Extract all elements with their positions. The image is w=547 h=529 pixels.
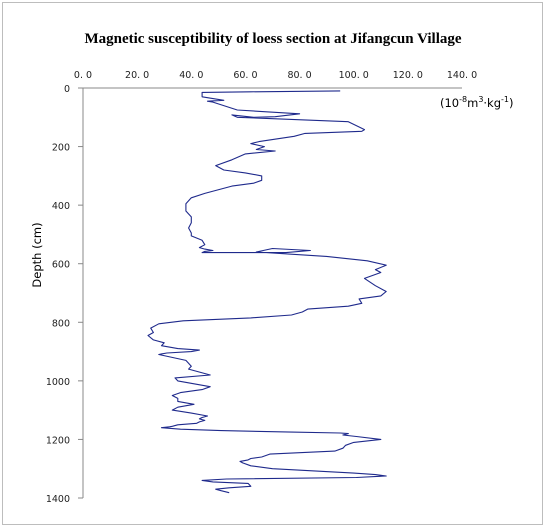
x-tick-label: 120. 0 xyxy=(393,70,423,81)
y-tick-label: 1000 xyxy=(46,377,70,388)
y-tick-label: 0 xyxy=(64,84,70,95)
susceptibility-line xyxy=(147,90,387,494)
x-tick-label: 0. 0 xyxy=(74,70,92,81)
x-tick-label: 80. 0 xyxy=(287,70,311,81)
unit-prefix: (10 xyxy=(440,96,459,110)
unit-label: (10-8m3·kg-1) xyxy=(440,95,514,110)
x-tick-label: 100. 0 xyxy=(339,70,369,81)
y-tick-label: 1400 xyxy=(46,494,70,505)
unit-suffix: ) xyxy=(509,96,514,110)
unit-mid2: ·kg xyxy=(483,96,501,110)
x-tick-label: 40. 0 xyxy=(179,70,203,81)
unit-exp2: 3 xyxy=(478,95,483,104)
y-tick-labels: 0 200 400 600 800 1000 1200 1400 xyxy=(46,84,70,505)
y-axis-title: Depth (cm) xyxy=(30,222,44,287)
unit-exp1: -8 xyxy=(459,95,467,104)
x-tick-labels: 0. 0 20. 0 40. 0 60. 0 80. 0 100. 0 120. 0 140.… xyxy=(74,70,477,81)
y-tick-label: 800 xyxy=(52,318,70,329)
chart-title: Magnetic susceptibility of loess section… xyxy=(84,31,461,47)
y-tick-label: 1200 xyxy=(46,435,70,446)
x-tick-label: 140. 0 xyxy=(447,70,477,81)
y-tick-label: 200 xyxy=(52,143,70,154)
y-tick-marks xyxy=(78,87,83,499)
x-tick-label: 60. 0 xyxy=(233,70,257,81)
y-tick-label: 600 xyxy=(52,260,70,271)
chart-frame xyxy=(2,2,543,525)
unit-mid: m xyxy=(467,96,478,110)
x-tick-label: 20. 0 xyxy=(125,70,149,81)
unit-exp3: -1 xyxy=(501,95,509,104)
y-tick-label: 400 xyxy=(52,201,70,212)
